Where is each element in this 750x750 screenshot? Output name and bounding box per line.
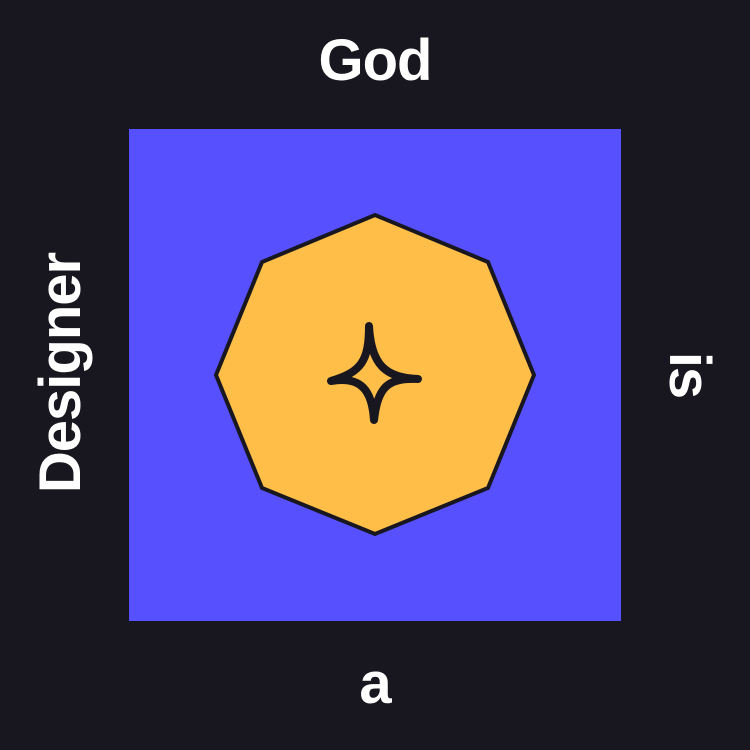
word-god: God	[318, 28, 433, 93]
word-is: is	[657, 351, 722, 399]
sparkle-icon	[327, 322, 422, 424]
word-a: a	[359, 651, 391, 716]
word-designer: Designer	[28, 252, 93, 494]
yellow-octagon	[213, 212, 537, 537]
